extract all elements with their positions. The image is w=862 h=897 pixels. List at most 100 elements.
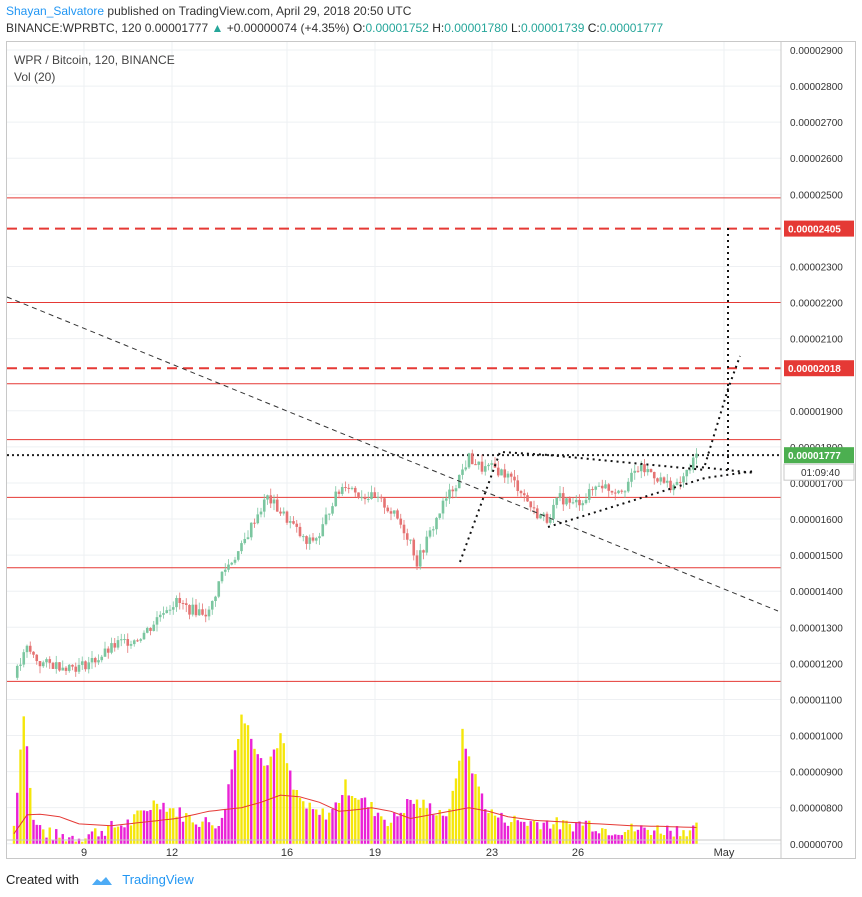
volume-bar <box>555 817 558 844</box>
volume-bar <box>500 812 503 844</box>
candle-body <box>64 667 68 671</box>
volume-bar <box>237 739 240 844</box>
volume-bar <box>425 808 428 844</box>
volume-bar <box>571 831 575 844</box>
candle-body <box>682 476 685 483</box>
volume-bar <box>110 820 113 844</box>
author-link[interactable]: Shayan_Salvatore <box>6 4 105 18</box>
volume-bar <box>263 765 266 844</box>
volume-bar <box>266 765 269 844</box>
candle-body <box>448 489 451 499</box>
volume-bar <box>666 825 669 844</box>
volume-bar <box>688 830 692 844</box>
candle-body <box>435 517 438 530</box>
high-label: H: <box>432 21 445 35</box>
candle-body <box>659 477 663 482</box>
candle-body <box>392 510 396 514</box>
volume-bar <box>227 784 230 844</box>
candle-body <box>678 481 682 483</box>
candle-body <box>249 522 253 538</box>
volume-bar <box>506 825 510 844</box>
volume-bar <box>503 822 506 844</box>
tradingview-link[interactable]: TradingView <box>122 872 194 887</box>
candle-body <box>279 511 282 514</box>
volume-bar <box>396 816 399 844</box>
volume-bar <box>367 807 370 844</box>
candle-body <box>574 499 578 503</box>
candle-body <box>344 486 347 488</box>
volume-bar <box>136 810 139 844</box>
candle-body <box>555 497 559 505</box>
candle-body <box>630 472 633 482</box>
volume-bar <box>360 798 363 844</box>
volume-bar <box>198 826 201 844</box>
chart-frame[interactable] <box>6 41 856 859</box>
chart-legend: WPR / Bitcoin, 120, BINANCE Vol (20) <box>14 52 175 86</box>
volume-bar <box>354 798 357 844</box>
candle-body <box>25 645 29 653</box>
volume-bar <box>415 799 419 844</box>
legend-volume: Vol (20) <box>14 70 56 84</box>
candle-body <box>561 493 565 505</box>
candle-body <box>428 530 432 537</box>
candle-body <box>188 604 191 615</box>
volume-bar <box>19 749 22 844</box>
volume-bar <box>55 829 58 844</box>
candle-body <box>71 664 74 667</box>
volume-bar <box>165 811 168 844</box>
volume-bar <box>545 820 549 844</box>
volume-bar <box>432 814 435 844</box>
candle-body <box>123 639 126 641</box>
volume-bar <box>438 810 441 844</box>
candle-body <box>360 497 364 499</box>
y-tick-label: 0.00002600 <box>790 154 843 165</box>
candle-body <box>214 596 217 602</box>
candle-body <box>210 601 214 610</box>
candle-body <box>526 495 529 502</box>
volume-bar <box>376 812 380 844</box>
countdown-label: 01:09:40 <box>801 468 840 479</box>
candle-body <box>542 513 546 515</box>
candle-body <box>266 495 269 500</box>
candle-body <box>54 662 58 669</box>
level-badge-2405-bg <box>784 220 854 237</box>
open-label: O: <box>352 21 366 35</box>
candle-body <box>28 645 32 652</box>
candle-body <box>386 507 390 512</box>
volume-bar <box>526 825 529 844</box>
candle-body <box>539 514 542 519</box>
volume-bar <box>695 822 698 844</box>
candle-body <box>487 464 490 467</box>
candle-body <box>438 513 442 518</box>
volume-bar <box>331 808 334 844</box>
volume-bar <box>565 820 568 844</box>
volume-bar <box>363 797 367 844</box>
volume-bar <box>467 756 471 844</box>
volume-bar <box>129 825 133 844</box>
candle-body <box>314 538 318 541</box>
volume-bar <box>74 841 77 844</box>
volume-bar <box>662 835 666 844</box>
candle-body <box>604 484 607 489</box>
volume-bar <box>614 834 617 844</box>
volume-bar <box>168 808 172 844</box>
level-badge-2018: 0.00002018 <box>788 364 841 375</box>
volume-bar <box>578 821 581 844</box>
candle-body <box>636 470 640 472</box>
candle-body <box>184 603 188 605</box>
volume-bar <box>259 758 263 844</box>
candle-body <box>353 487 357 493</box>
volume-bar <box>510 822 513 844</box>
volume-bar <box>682 830 685 844</box>
candle-body <box>444 498 448 501</box>
legend-title: WPR / Bitcoin, 120, BINANCE <box>14 53 175 67</box>
volume-bar <box>347 795 350 844</box>
candle-body <box>691 457 695 470</box>
candle-body <box>334 491 338 507</box>
candle-body <box>675 481 679 485</box>
candle-body <box>431 529 435 531</box>
volume-bar <box>402 813 406 844</box>
volume-bar <box>302 801 305 844</box>
volume-bar <box>328 812 331 844</box>
